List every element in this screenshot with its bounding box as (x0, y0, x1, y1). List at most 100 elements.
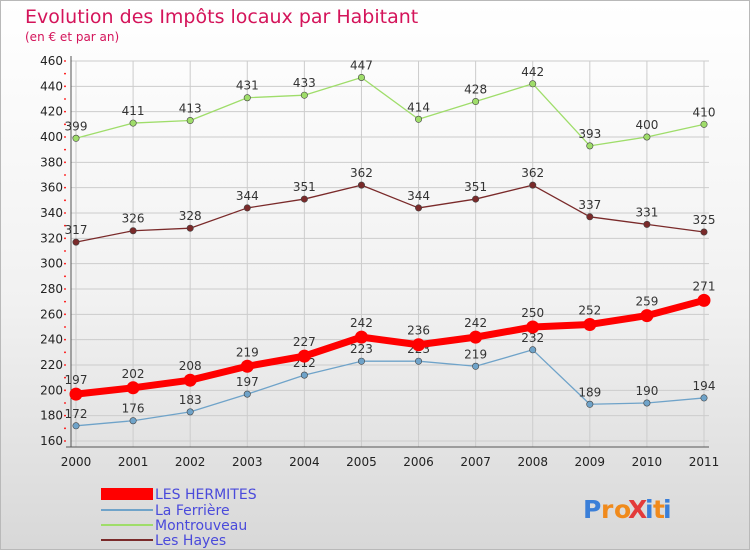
y-tick-label: 300 (40, 257, 63, 271)
series-les-hayes: 317 326 328 344 351 362 344 351 362 337 331 325 (65, 166, 716, 246)
data-label: 344 (236, 189, 259, 203)
data-point (529, 346, 537, 354)
legend-label: Les Hayes (155, 533, 226, 549)
data-label: 351 (293, 180, 316, 194)
data-point (415, 357, 423, 365)
y-tick-label: 460 (40, 54, 63, 68)
x-tick-label: 2008 (517, 455, 548, 469)
data-label: 317 (65, 223, 88, 237)
chart-title: Evolution des Impôts locaux par Habitant (25, 6, 418, 28)
data-point (700, 228, 708, 236)
chart-subtitle: (en € et par an) (25, 30, 119, 44)
data-label: 219 (464, 347, 487, 361)
x-tick-label: 2007 (460, 455, 491, 469)
data-label: 236 (407, 324, 430, 338)
data-label: 413 (179, 102, 202, 116)
y-axis-dot (64, 250, 66, 252)
y-axis-dot (64, 338, 66, 341)
y-axis-dot (64, 326, 66, 328)
data-point (354, 330, 368, 344)
logo-letter: t (653, 495, 665, 524)
data-label: 202 (122, 367, 145, 381)
data-point (186, 117, 194, 125)
y-axis-dot (64, 60, 66, 62)
y-axis-dot (64, 414, 66, 417)
data-point (357, 181, 365, 189)
data-point (697, 293, 711, 307)
y-axis-dot (64, 300, 66, 303)
data-label: 442 (521, 65, 544, 79)
y-axis-dot (64, 110, 66, 113)
y-axis-dot (64, 72, 66, 75)
data-label: 190 (635, 384, 658, 398)
y-axis-dot (64, 161, 66, 164)
legend-label: Montrouveau (155, 518, 247, 534)
legend-swatch (101, 509, 153, 511)
data-point (240, 359, 254, 373)
y-axis-dot (64, 199, 66, 202)
data-point (700, 120, 708, 128)
data-point (643, 399, 651, 407)
data-point (129, 119, 137, 127)
legend-label: La Ferrière (155, 503, 230, 519)
y-axis-dot (64, 212, 66, 214)
logo-letter: P (583, 495, 601, 524)
data-label: 362 (350, 166, 373, 180)
x-tick-label: 2005 (346, 455, 377, 469)
data-label: 227 (293, 335, 316, 349)
x-tick-label: 2001 (118, 455, 149, 469)
x-tick-label: 2009 (575, 455, 606, 469)
y-tick-label: 160 (40, 434, 63, 448)
y-tick-label: 200 (40, 383, 63, 397)
data-point (186, 408, 194, 416)
data-point (357, 73, 365, 81)
data-point (586, 213, 594, 221)
data-label: 447 (350, 58, 373, 72)
data-label: 189 (578, 385, 601, 399)
series-les-hermites: 197 202 208 219 227 242 236 242 250 252 259 271 (65, 279, 715, 401)
data-point (415, 115, 423, 123)
data-label: 326 (122, 212, 145, 226)
y-axis-dot (64, 288, 66, 290)
data-point (183, 373, 197, 387)
data-point (472, 362, 480, 370)
data-point (243, 204, 251, 212)
series-line (75, 76, 705, 147)
data-label: 414 (407, 100, 430, 114)
y-tick-label: 180 (40, 409, 63, 423)
data-label: 325 (693, 213, 716, 227)
data-point (129, 417, 137, 425)
x-tick-label: 2003 (232, 455, 263, 469)
data-point (412, 338, 426, 352)
data-label: 194 (693, 379, 716, 393)
y-axis-dot (64, 85, 66, 88)
data-point (72, 134, 80, 142)
data-point (72, 422, 80, 430)
series-layer: 1721761831972122232232192321891901943994… (65, 58, 716, 430)
y-axis-dot (64, 440, 66, 442)
y-axis-dot (64, 148, 66, 151)
y-axis-dot (64, 186, 66, 189)
data-label: 433 (293, 76, 316, 90)
data-point (529, 181, 537, 189)
data-label: 337 (578, 198, 601, 212)
data-label: 223 (350, 342, 373, 356)
y-axis-dot (64, 351, 66, 354)
data-point (357, 357, 365, 365)
data-point (700, 394, 708, 402)
data-point (472, 98, 480, 106)
y-axis-dot (64, 224, 66, 227)
y-axis-dot (64, 313, 66, 316)
data-label: 331 (635, 205, 658, 219)
data-label: 399 (65, 119, 88, 133)
x-tick-label: 2011 (689, 455, 720, 469)
y-axis-dot (64, 174, 66, 176)
data-point (243, 94, 251, 102)
y-axis-dot (64, 237, 66, 240)
data-point (300, 91, 308, 99)
y-axis-dot (64, 364, 66, 366)
